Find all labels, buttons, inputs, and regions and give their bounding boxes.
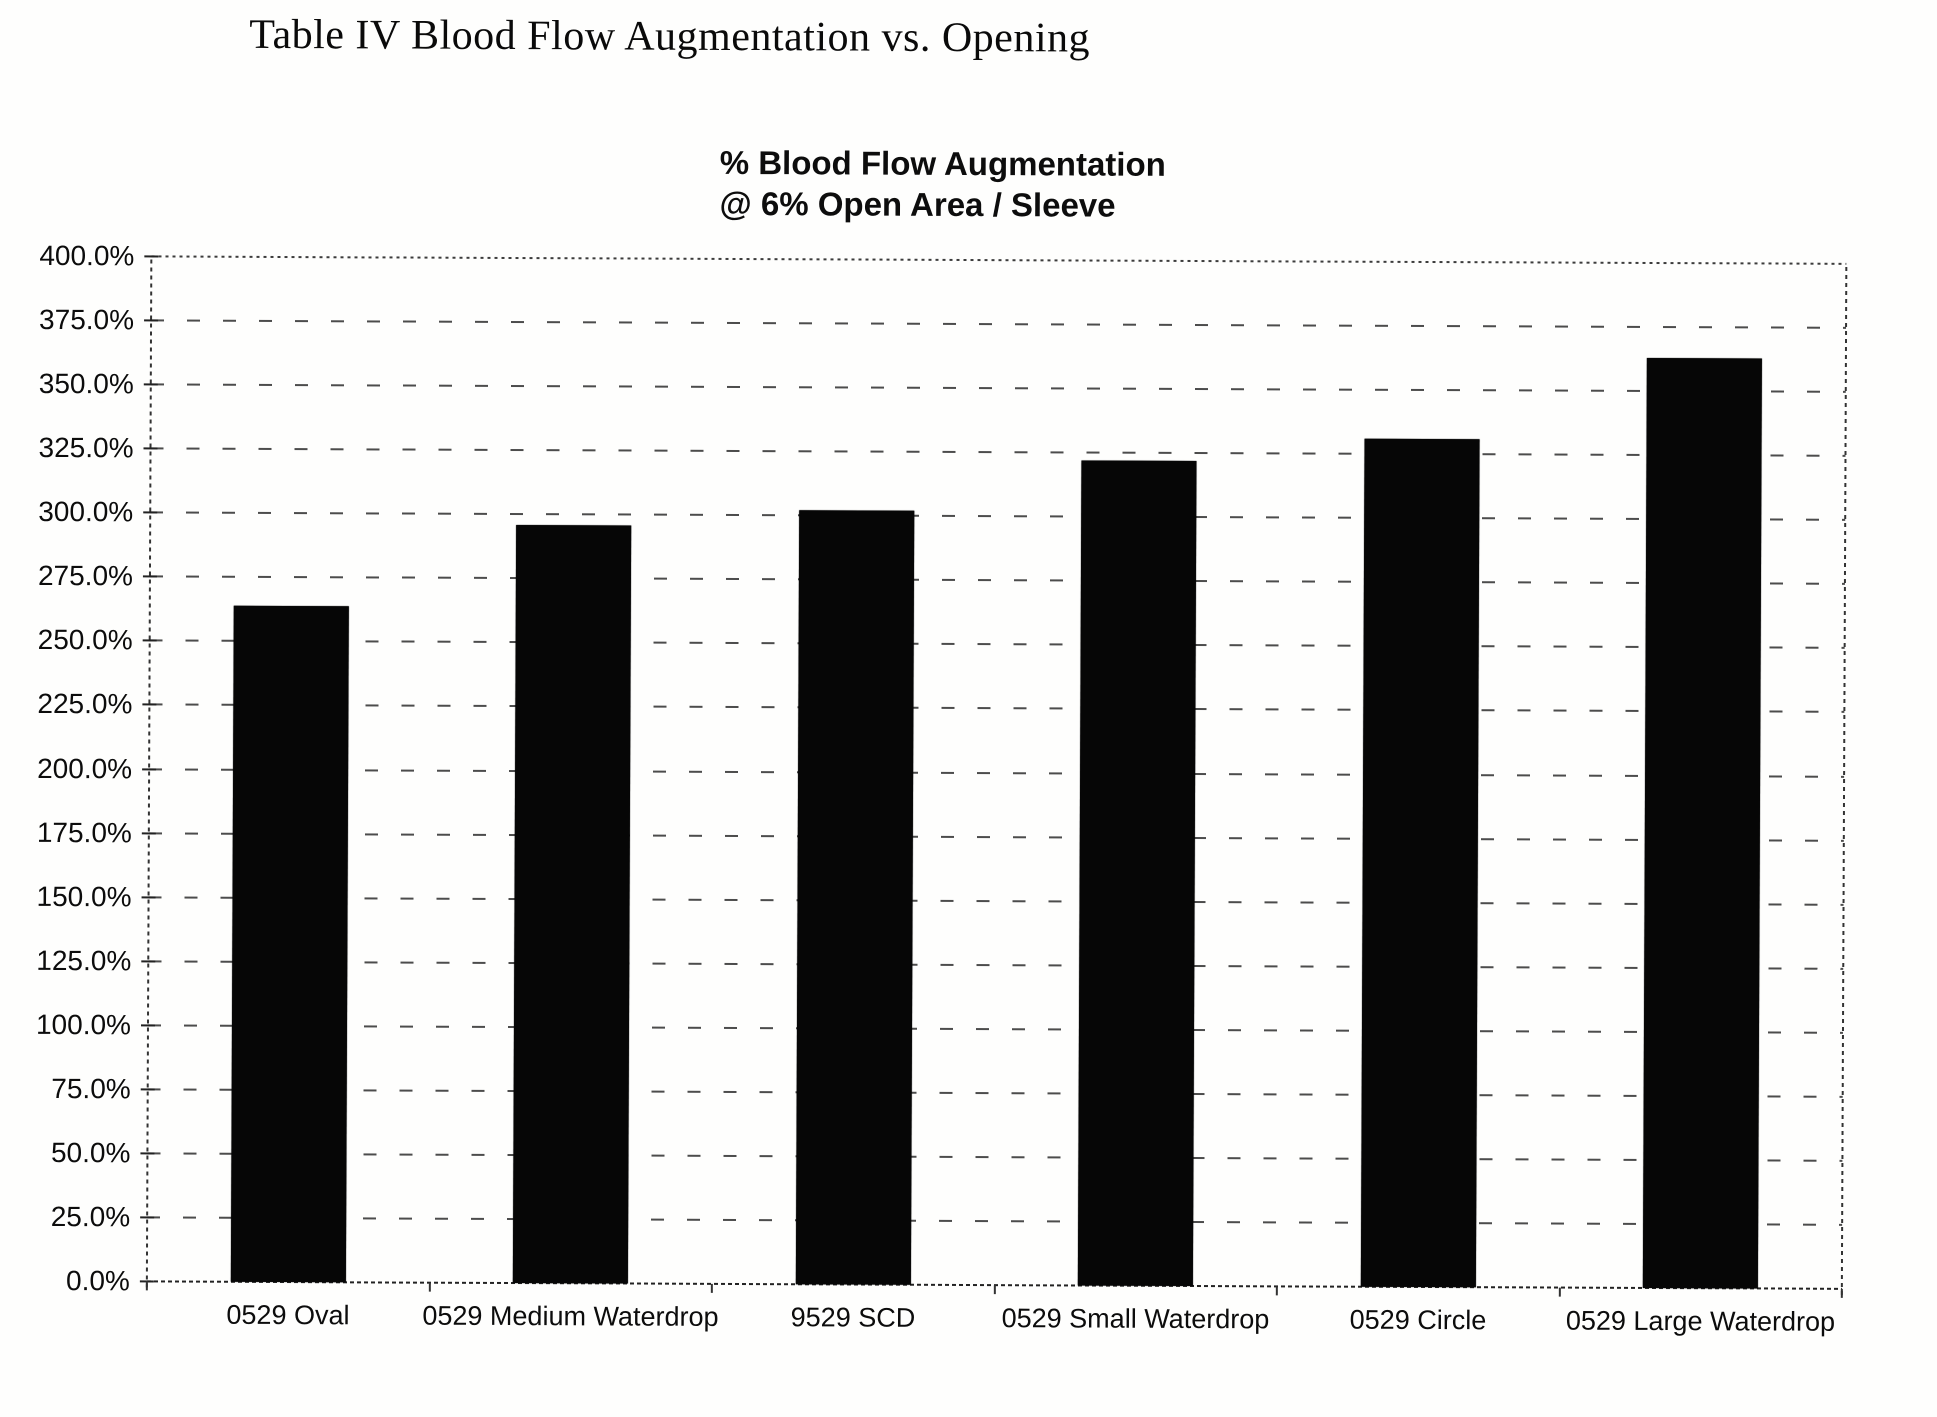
y-axis-tick-label: 225.0% [37, 688, 133, 720]
y-axis-tick-label: 250.0% [37, 624, 133, 656]
y-axis-tick-label: 50.0% [50, 1136, 131, 1169]
y-gridline [149, 767, 1845, 778]
y-gridline [149, 575, 1845, 586]
x-axis-category-label: 9529 SCD [790, 1302, 916, 1333]
x-axis-tick [145, 1281, 148, 1291]
y-axis-tick-label: 325.0% [38, 432, 134, 464]
y-gridline [148, 831, 1844, 842]
y-gridline [147, 1088, 1843, 1098]
chart-bar-0529-small-waterdrop [1078, 460, 1197, 1286]
y-gridline [148, 896, 1844, 906]
y-gridline [151, 319, 1847, 329]
x-axis-tick [1840, 1288, 1843, 1298]
y-gridline [148, 960, 1844, 970]
y-axis-tick-label: 175.0% [36, 816, 132, 848]
plot-right-border [1840, 263, 1848, 1295]
y-gridline [150, 383, 1846, 393]
y-axis-tick-label: 125.0% [36, 944, 132, 977]
y-axis-tick-label: 375.0% [39, 304, 135, 336]
y-gridline [147, 1024, 1843, 1034]
y-axis-tick-label: 150.0% [36, 880, 132, 912]
y-gridline [147, 1152, 1843, 1162]
chart-bar-0529-circle [1360, 438, 1480, 1288]
x-axis-category-label: 0529 Medium Waterdrop [422, 1300, 719, 1332]
chart-title-line2: @ 6% Open Area / Sleeve [719, 184, 1116, 224]
y-axis-tick-label: 400.0% [39, 239, 135, 272]
y-gridline [150, 511, 1846, 522]
chart-title-line1: % Blood Flow Augmentation [719, 143, 1166, 183]
y-axis-tick-label: 75.0% [51, 1072, 131, 1105]
chart-bar-0529-oval [230, 605, 349, 1283]
chart-bar-9529-scd [795, 510, 914, 1285]
x-axis-tick [1275, 1286, 1278, 1296]
y-axis-tick-label: 200.0% [37, 752, 133, 784]
chart-bar-0529-medium-waterdrop [513, 524, 632, 1284]
y-gridline [149, 639, 1845, 650]
y-axis-tick-label: 0.0% [65, 1265, 130, 1297]
page-title: Table IV Blood Flow Augmentation vs. Ope… [249, 11, 1091, 62]
y-gridline [151, 255, 1847, 265]
y-axis-tick-label: 300.0% [38, 496, 134, 528]
x-axis-tick [710, 1283, 713, 1293]
x-axis-category-label: 0529 Large Waterdrop [1565, 1305, 1836, 1337]
y-gridline [149, 703, 1845, 714]
x-axis-category-label: 0529 Circle [1349, 1304, 1487, 1336]
x-axis-tick [993, 1285, 996, 1295]
y-axis-line [145, 256, 153, 1288]
bar-chart: % Blood Flow Augmentation @ 6% Open Area… [2, 0, 1937, 1337]
y-axis-tick-label: 350.0% [38, 368, 134, 400]
y-gridline [150, 447, 1846, 458]
chart-bar-0529-large-waterdrop [1643, 357, 1763, 1289]
plot-area: 400.0% 375.0% 350.0% 325.0% 300.0% 275.0% 250.… [36, 240, 1848, 1337]
x-axis-tick [1558, 1287, 1561, 1297]
y-gridline [147, 1216, 1843, 1226]
y-axis-tick-label: 100.0% [35, 1008, 132, 1041]
x-axis-category-label: 0529 Oval [226, 1299, 350, 1331]
x-axis-tick [428, 1282, 431, 1292]
chart-title-block: % Blood Flow Augmentation @ 6% Open Area… [719, 142, 1166, 226]
y-axis-tick-label: 275.0% [37, 560, 134, 592]
y-axis-tick-label: 25.0% [50, 1200, 131, 1233]
x-axis-category-label: 0529 Small Waterdrop [1001, 1303, 1270, 1335]
